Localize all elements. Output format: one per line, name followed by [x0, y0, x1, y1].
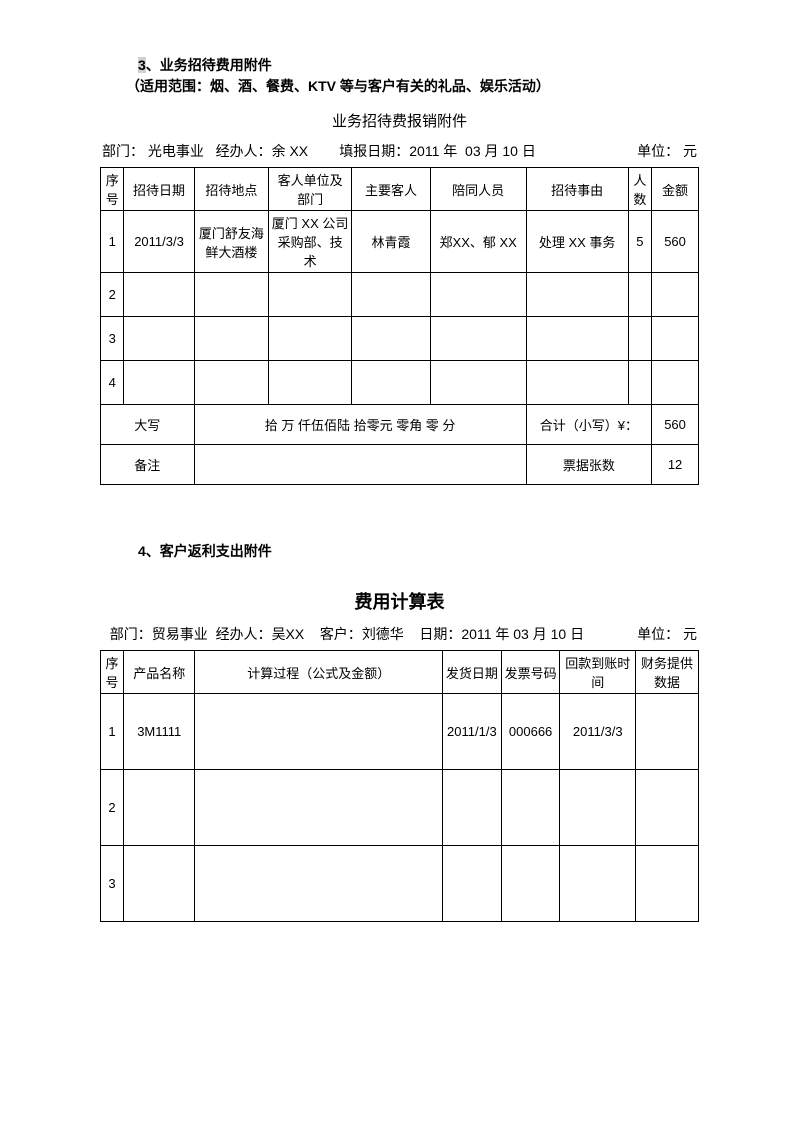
table-row: 3 — [101, 317, 699, 361]
remark-label: 备注 — [101, 445, 195, 485]
table-row: 2 — [101, 273, 699, 317]
col-pdate: 回款到账时间 — [560, 651, 636, 694]
table2-meta: 部门：贸易事业 经办人：吴XX 客户：刘德华 日期：2011 年 03 月 10… — [100, 624, 699, 644]
table1-meta: 部门： 光电事业 经办人：余 XX 填报日期：2011 年 03 月 10 日 … — [100, 141, 699, 161]
col-seq: 序号 — [101, 168, 124, 211]
date-label: 填报日期：2011 年 03 月 10 日 — [308, 141, 536, 161]
cell-acc: 郑XX、郁 XX — [430, 211, 526, 273]
section2-heading: 4、客户返利支出附件 — [138, 541, 699, 562]
cell-seq: 2 — [101, 770, 124, 846]
col-ppl: 人数 — [628, 168, 651, 211]
section1-heading: 3、业务招待费用附件 — [138, 55, 699, 76]
table-header-row: 序号 招待日期 招待地点 客人单位及部门 主要客人 陪同人员 招待事由 人数 金… — [101, 168, 699, 211]
cell-calc — [195, 694, 443, 770]
cell-date: 2011/3/3 — [124, 211, 194, 273]
cust-label: 客户：刘德华 — [304, 624, 404, 644]
col-calc: 计算过程（公式及金额） — [195, 651, 443, 694]
cell-seq: 1 — [101, 694, 124, 770]
caps-value: 拾 万 仟伍佰陆 拾零元 零角 零 分 — [194, 405, 526, 445]
col-date: 招待日期 — [124, 168, 194, 211]
cell-guest: 林青霞 — [352, 211, 431, 273]
cell-seq: 2 — [101, 273, 124, 317]
table-row: 2 — [101, 770, 699, 846]
col-loc: 招待地点 — [194, 168, 268, 211]
handler-label: 经办人：余 XX — [204, 141, 308, 161]
col-guest: 主要客人 — [352, 168, 431, 211]
caps-label: 大写 — [101, 405, 195, 445]
summary-row-remark: 备注 票据张数 12 — [101, 445, 699, 485]
receipt-value: 12 — [652, 445, 699, 485]
table-row: 1 3M1111 2011/1/3 000666 2011/3/3 — [101, 694, 699, 770]
cell-seq: 4 — [101, 361, 124, 405]
section1-subheading: （适用范围：烟、酒、餐费、KTV 等与客户有关的礼品、娱乐活动） — [126, 76, 699, 96]
remark-value — [194, 445, 526, 485]
total-value: 560 — [652, 405, 699, 445]
receipt-label: 票据张数 — [526, 445, 652, 485]
summary-row-caps: 大写 拾 万 仟伍佰陆 拾零元 零角 零 分 合计（小写）¥： 560 — [101, 405, 699, 445]
cell-seq: 1 — [101, 211, 124, 273]
unit-label: 单位： 元 — [637, 624, 697, 644]
entertainment-table: 序号 招待日期 招待地点 客人单位及部门 主要客人 陪同人员 招待事由 人数 金… — [100, 167, 699, 485]
cell-reason: 处理 XX 事务 — [526, 211, 628, 273]
cell-pdate: 2011/3/3 — [560, 694, 636, 770]
date-label: 日期：2011 年 03 月 10 日 — [404, 624, 584, 644]
col-amt: 金额 — [652, 168, 699, 211]
col-seq: 序号 — [101, 651, 124, 694]
col-prod: 产品名称 — [124, 651, 195, 694]
cell-seq: 3 — [101, 317, 124, 361]
col-dept: 客人单位及部门 — [269, 168, 352, 211]
dept-label: 部门： 光电事业 — [102, 141, 204, 161]
cell-ppl: 5 — [628, 211, 651, 273]
col-acc: 陪同人员 — [430, 168, 526, 211]
rebate-table: 序号 产品名称 计算过程（公式及金额） 发货日期 发票号码 回款到账时间 财务提… — [100, 650, 699, 922]
col-sdate: 发货日期 — [442, 651, 501, 694]
cell-inv: 000666 — [501, 694, 560, 770]
cell-prod: 3M1111 — [124, 694, 195, 770]
col-inv: 发票号码 — [501, 651, 560, 694]
cell-dept: 厦门 XX 公司采购部、技术 — [269, 211, 352, 273]
col-fin: 财务提供数据 — [636, 651, 699, 694]
table-row: 4 — [101, 361, 699, 405]
table-row: 3 — [101, 846, 699, 922]
cell-fin — [636, 694, 699, 770]
table2-title: 费用计算表 — [100, 588, 699, 614]
cell-seq: 3 — [101, 846, 124, 922]
unit-label: 单位： 元 — [637, 141, 697, 161]
handler-label: 经办人：吴XX — [208, 624, 304, 644]
cell-amt: 560 — [652, 211, 699, 273]
cell-sdate: 2011/1/3 — [442, 694, 501, 770]
cell-loc: 厦门舒友海鲜大酒楼 — [194, 211, 268, 273]
table-header-row: 序号 产品名称 计算过程（公式及金额） 发货日期 发票号码 回款到账时间 财务提… — [101, 651, 699, 694]
col-reason: 招待事由 — [526, 168, 628, 211]
table-row: 1 2011/3/3 厦门舒友海鲜大酒楼 厦门 XX 公司采购部、技术 林青霞 … — [101, 211, 699, 273]
dept-label: 部门：贸易事业 — [102, 624, 208, 644]
table1-title: 业务招待费报销附件 — [100, 110, 699, 131]
total-label: 合计（小写）¥： — [526, 405, 652, 445]
